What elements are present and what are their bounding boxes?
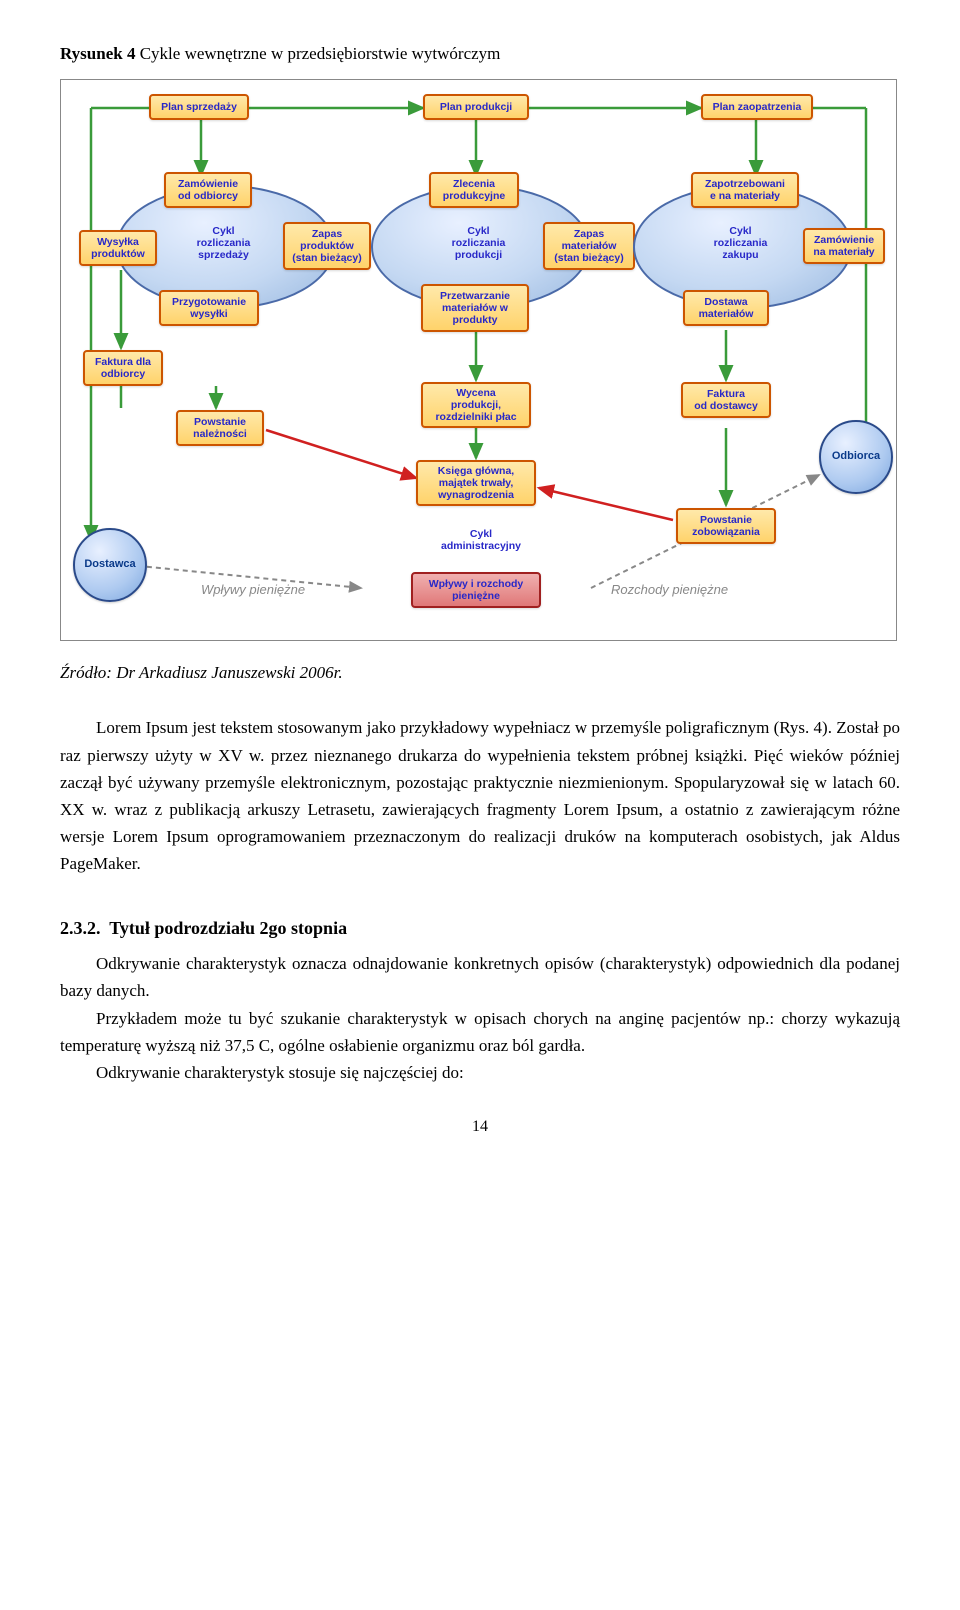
figure-label: Rysunek 4: [60, 44, 135, 63]
circle-dostawca: Dostawca: [73, 528, 147, 602]
cycle3-title: Cykl rozliczania zakupu: [693, 225, 788, 261]
box-wysylka-produktow: Wysyłka produktów: [79, 230, 157, 266]
box-zlecenia-produkcyjne: Zlecenia produkcyjne: [429, 172, 519, 208]
paragraph-4: Odkrywanie charakterystyk stosuje się na…: [60, 1059, 900, 1086]
section-title-text: Tytuł podrozdziału 2go stopnia: [109, 918, 347, 938]
box-plan-zaopatrzenia: Plan zaopatrzenia: [701, 94, 813, 120]
label-wplywy: Wpływy pieniężne: [201, 580, 305, 601]
diagram-arrows: [61, 80, 896, 640]
box-zapas-materialow: Zapas materiałów (stan bieżący): [543, 222, 635, 270]
label: Odbiorca: [832, 448, 880, 466]
figure-title: Cykle wewnętrzne w przedsiębiorstwie wyt…: [140, 44, 501, 63]
paragraph-1: Lorem Ipsum jest tekstem stosowanym jako…: [60, 714, 900, 877]
box-powstanie-naleznosci: Powstanie należności: [176, 410, 264, 446]
paragraph-3: Przykładem może tu być szukanie charakte…: [60, 1005, 900, 1059]
box-wplywy-rozchody: Wpływy i rozchody pieniężne: [411, 572, 541, 608]
label: Plan produkcji: [440, 101, 512, 113]
section-number: 2.3.2.: [60, 918, 101, 938]
paragraph-2: Odkrywanie charakterystyk oznacza odnajd…: [60, 950, 900, 1004]
label: Plan zaopatrzenia: [713, 101, 802, 113]
box-zapotrzebowanie: Zapotrzebowani e na materiały: [691, 172, 799, 208]
box-plan-produkcji: Plan produkcji: [423, 94, 529, 120]
box-zapas-produktow: Zapas produktów (stan bieżący): [283, 222, 371, 270]
label-rozchody: Rozchody pieniężne: [611, 580, 728, 601]
box-zamowienie-odbiorcy: Zamówienie od odbiorcy: [164, 172, 252, 208]
box-wycena: Wycena produkcji, rozdzielniki płac: [421, 382, 531, 428]
page-number: 14: [60, 1114, 900, 1140]
box-zamowienie-materialy: Zamówienie na materiały: [803, 228, 885, 264]
box-faktura-dostawcy: Faktura od dostawcy: [681, 382, 771, 418]
circle-odbiorca: Odbiorca: [819, 420, 893, 494]
box-przetwarzanie-materialow: Przetwarzanie materiałów w produkty: [421, 284, 529, 332]
section-heading: 2.3.2. Tytuł podrozdziału 2go stopnia: [60, 914, 900, 943]
box-powstanie-zobowiazania: Powstanie zobowiązania: [676, 508, 776, 544]
box-dostawa-materialow: Dostawa materiałów: [683, 290, 769, 326]
figure-caption: Rysunek 4 Cykle wewnętrzne w przedsiębio…: [60, 40, 900, 67]
admin-cycle-title: Cykl administracyjny: [431, 528, 531, 552]
label: Plan sprzedaży: [161, 101, 237, 113]
diagram-container: Plan sprzedaży Plan produkcji Plan zaopa…: [60, 79, 897, 641]
flowchart-diagram: Plan sprzedaży Plan produkcji Plan zaopa…: [61, 80, 896, 640]
cycle2-title: Cykl rozliczania produkcji: [431, 225, 526, 261]
figure-source: Źródło: Dr Arkadiusz Januszewski 2006r.: [60, 659, 900, 686]
box-faktura-odbiorcy: Faktura dla odbiorcy: [83, 350, 163, 386]
box-przygotowanie-wysylki: Przygotowanie wysyłki: [159, 290, 259, 326]
box-plan-sprzedazy: Plan sprzedaży: [149, 94, 249, 120]
label: Dostawca: [84, 556, 135, 574]
cycle1-title: Cykl rozliczania sprzedaży: [176, 225, 271, 261]
box-ksiega-glowna: Księga główna, majątek trwały, wynagrodz…: [416, 460, 536, 506]
